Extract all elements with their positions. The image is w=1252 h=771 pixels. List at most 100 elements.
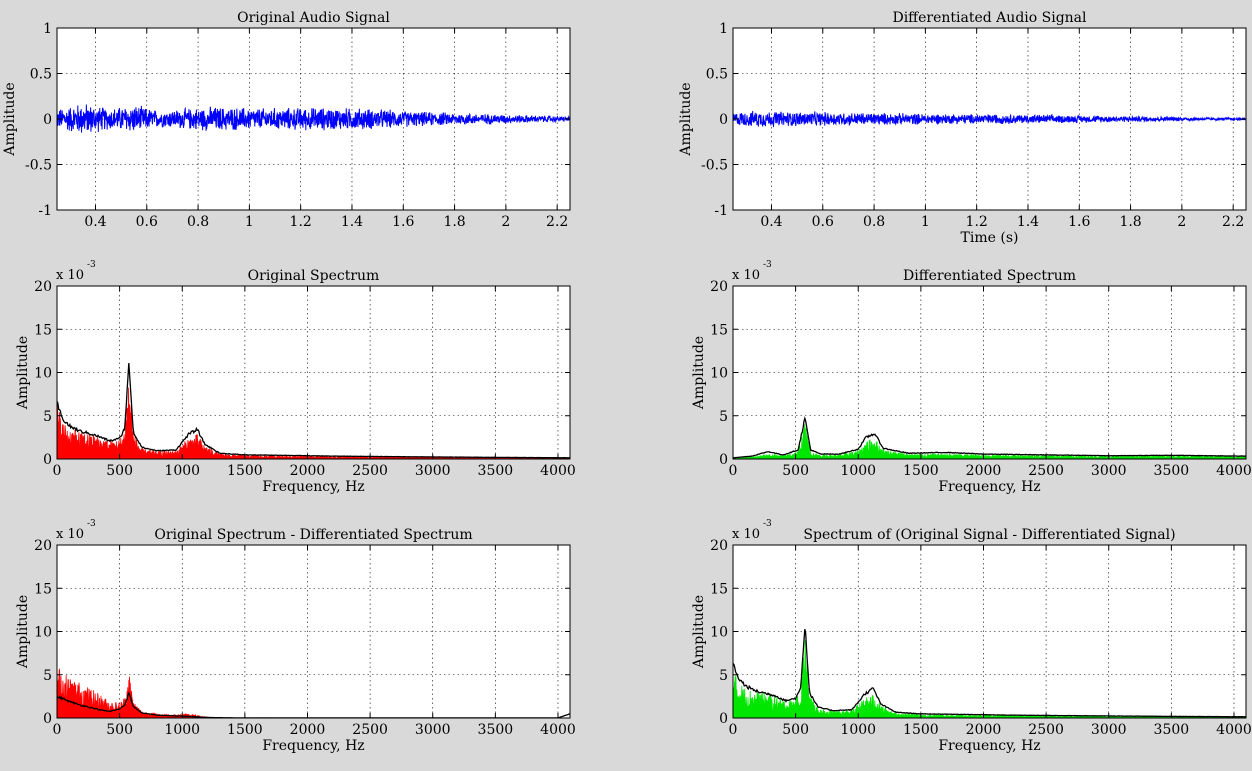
x-tick-label: 1000 <box>164 463 200 479</box>
series-line-1 <box>733 415 1246 459</box>
x-tick-label: 0 <box>53 463 62 479</box>
y-tick-label: 0 <box>719 452 728 468</box>
series-group <box>733 110 1246 128</box>
y-exponent-power: -3 <box>87 519 96 529</box>
x-tick-label: 1.8 <box>1119 214 1141 230</box>
y-axis-label: Amplitude <box>15 336 31 410</box>
y-tick-label: 10 <box>710 366 728 382</box>
x-tick-label: 4000 <box>540 722 576 738</box>
x-tick-label: 3500 <box>478 722 514 738</box>
chart-title: Spectrum of (Original Signal - Different… <box>803 527 1175 543</box>
x-tick-label: 1000 <box>840 722 876 738</box>
x-tick-label: 3500 <box>1154 722 1190 738</box>
x-tick-label: 3000 <box>415 722 451 738</box>
y-tick-label: 10 <box>34 625 52 641</box>
series-line-0 <box>57 104 570 133</box>
x-tick-label: 500 <box>106 722 133 738</box>
x-tick-label: 2000 <box>966 722 1002 738</box>
y-tick-label: -0.5 <box>701 158 728 174</box>
y-tick-label: -0.5 <box>25 158 52 174</box>
y-tick-label: 5 <box>719 409 728 425</box>
chart-title: Original Spectrum <box>248 268 380 284</box>
x-tick-label: 2500 <box>1028 463 1064 479</box>
x-tick-label: 3000 <box>1091 463 1127 479</box>
x-tick-label: 2500 <box>352 463 388 479</box>
x-tick-label: 3000 <box>1091 722 1127 738</box>
x-tick-label: 0.8 <box>863 214 885 230</box>
x-tick-label: 2500 <box>1028 722 1064 738</box>
x-tick-label: 1500 <box>903 463 939 479</box>
y-tick-label: 0 <box>43 711 52 727</box>
series-group <box>733 415 1246 459</box>
x-axis-label: Frequency, Hz <box>938 479 1040 495</box>
y-exponent-label: x 10 <box>56 268 84 283</box>
chart-title: Differentiated Audio Signal <box>892 10 1087 26</box>
chart-differentiated-audio: 0.4 0.6 0.8 1 1.2 1.4 1.6 1.8 2 2.2 -1 -0.5 0 0.5 1 Dif… <box>678 10 1247 246</box>
x-tick-label: 0 <box>53 722 62 738</box>
chart-original-audio: 0.4 0.6 0.8 1 1.2 1.4 1.6 1.8 2 2.2 -1 -0.5 0 0.5 1 Ori… <box>2 10 571 230</box>
y-exponent-power: -3 <box>763 260 772 270</box>
y-tick-label: 20 <box>710 538 728 554</box>
chart-original-spectrum: 0 500 1000 1500 2000 2500 3000 3500 4000 0 5 10 15 20… <box>15 260 576 495</box>
x-tick-label: 500 <box>782 722 809 738</box>
x-tick-label: 4000 <box>1216 722 1252 738</box>
y-tick-label: 15 <box>710 581 728 597</box>
x-tick-label: 0.4 <box>84 214 106 230</box>
x-tick-label: 1000 <box>164 722 200 738</box>
x-tick-label: 2000 <box>290 722 326 738</box>
y-axis-label: Amplitude <box>2 82 18 156</box>
x-tick-label: 2000 <box>290 463 326 479</box>
x-tick-label: 500 <box>106 463 133 479</box>
x-tick-label: 1.8 <box>443 214 465 230</box>
y-tick-label: 5 <box>43 668 52 684</box>
x-tick-label: 4000 <box>540 463 576 479</box>
x-tick-label: 0.4 <box>760 214 782 230</box>
x-tick-label: 1.4 <box>1017 214 1039 230</box>
y-exponent-label: x 10 <box>732 527 760 542</box>
y-tick-label: 0.5 <box>30 67 52 83</box>
chart-spectrum-of-difference: 0 500 1000 1500 2000 2500 3000 3500 4000 0 5 10 15 20… <box>691 519 1252 754</box>
series-line-1 <box>733 629 1246 718</box>
y-tick-label: 0 <box>43 452 52 468</box>
y-tick-label: 20 <box>34 279 52 295</box>
chart-spectrum-difference: 0 500 1000 1500 2000 2500 3000 3500 4000 0 5 10 15 20… <box>15 519 576 754</box>
x-tick-label: 2 <box>1177 214 1186 230</box>
y-tick-label: 20 <box>710 279 728 295</box>
y-exponent-label: x 10 <box>56 527 84 542</box>
x-tick-label: 1000 <box>840 463 876 479</box>
x-axis-label: Frequency, Hz <box>262 479 364 495</box>
y-tick-label: 5 <box>43 409 52 425</box>
x-tick-label: 1 <box>921 214 930 230</box>
series-line-1 <box>57 363 570 459</box>
y-tick-label: 0 <box>719 112 728 128</box>
series-fill-0 <box>733 424 1246 459</box>
y-tick-label: 15 <box>34 581 52 597</box>
chart-title: Original Spectrum - Differentiated Spect… <box>154 527 472 543</box>
y-tick-label: 0 <box>719 711 728 727</box>
x-tick-label: 1.6 <box>392 214 414 230</box>
x-tick-label: 1.4 <box>341 214 363 230</box>
series-group <box>57 363 570 459</box>
x-tick-label: 3500 <box>478 463 514 479</box>
x-tick-label: 3500 <box>1154 463 1190 479</box>
series-group <box>733 629 1246 718</box>
y-tick-label: 10 <box>710 625 728 641</box>
y-axis-label: Amplitude <box>691 336 707 410</box>
chart-differentiated-spectrum: 0 500 1000 1500 2000 2500 3000 3500 4000 0 5 10 15 20… <box>691 260 1252 495</box>
x-tick-label: 2.2 <box>546 214 568 230</box>
series-line-0 <box>733 110 1246 128</box>
x-tick-label: 1 <box>245 214 254 230</box>
x-tick-label: 1.2 <box>966 214 988 230</box>
y-tick-label: 15 <box>710 322 728 338</box>
chart-title: Original Audio Signal <box>237 10 390 26</box>
y-tick-label: 0 <box>43 112 52 128</box>
y-exponent-label: x 10 <box>732 268 760 283</box>
x-tick-label: 1500 <box>903 722 939 738</box>
x-tick-label: 0 <box>729 722 738 738</box>
y-exponent-power: -3 <box>87 260 96 270</box>
x-tick-label: 2.2 <box>1222 214 1244 230</box>
x-tick-label: 2 <box>501 214 510 230</box>
x-tick-label: 2000 <box>966 463 1002 479</box>
x-tick-label: 1.6 <box>1068 214 1090 230</box>
